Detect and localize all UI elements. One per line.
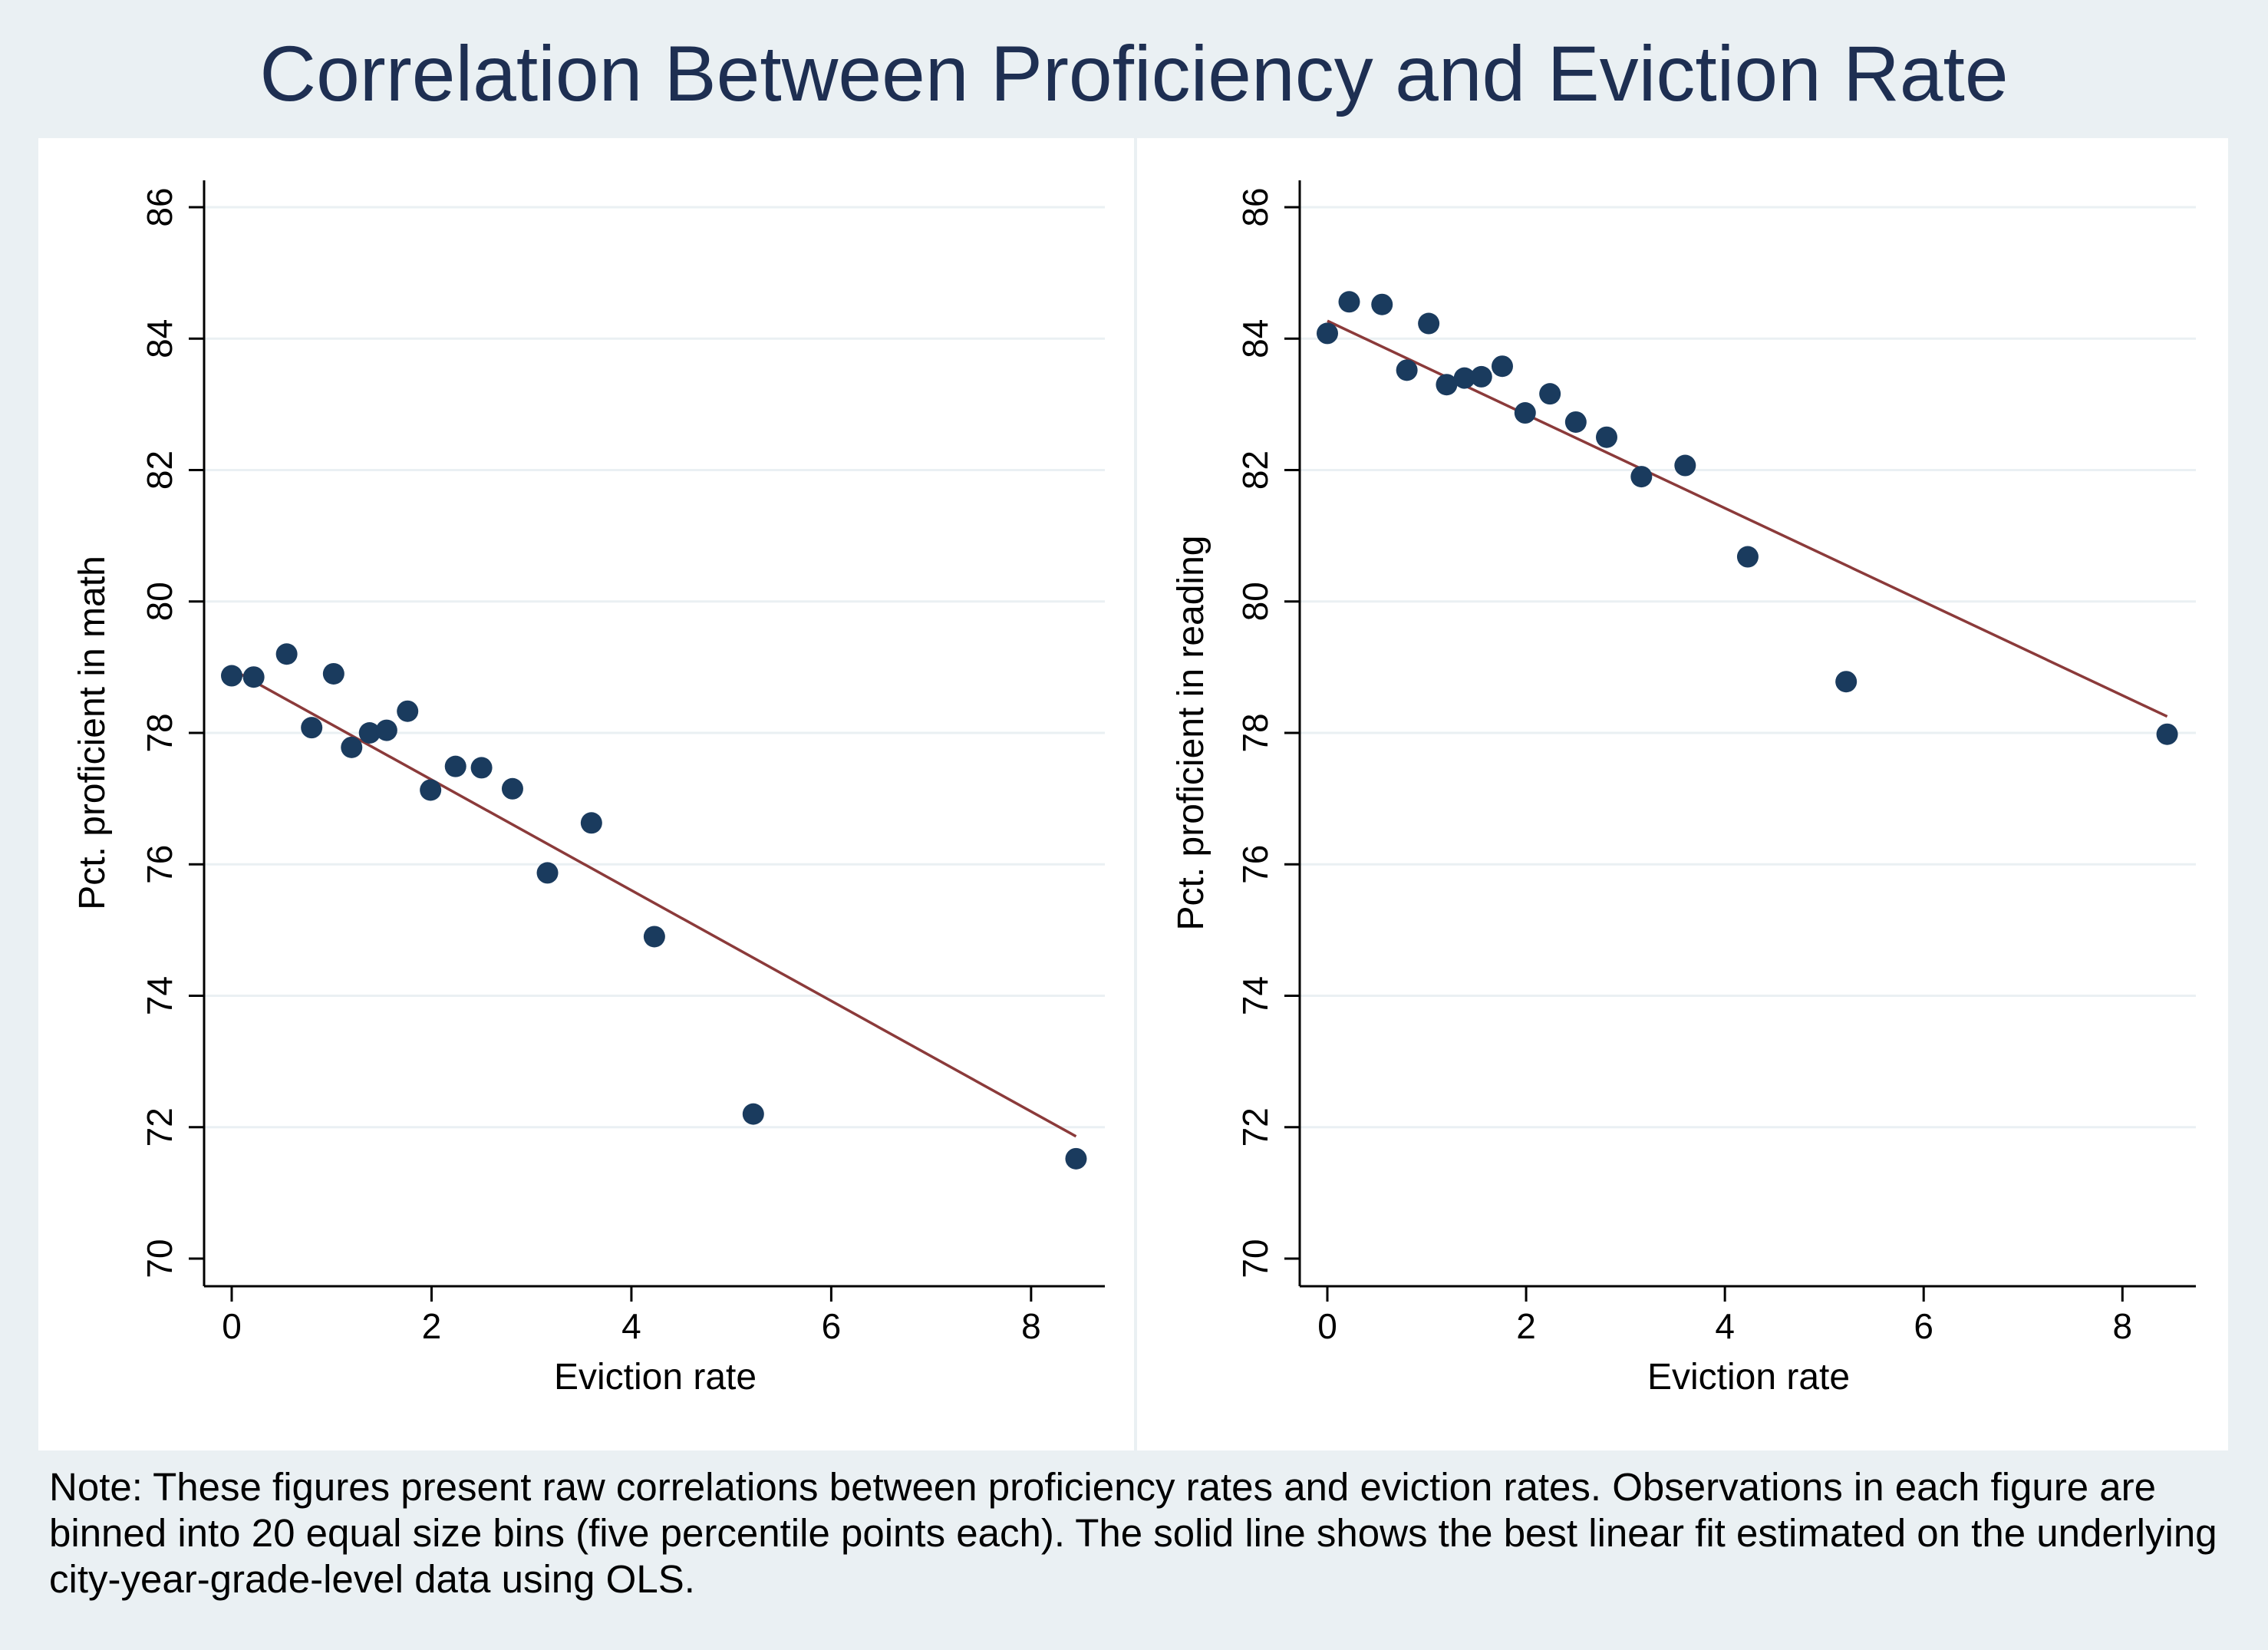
math-data-point <box>242 666 265 688</box>
reading-x-tick-label: 4 <box>1715 1306 1735 1346</box>
reading-data-point <box>1736 546 1759 568</box>
reading-panel: 70 72 74 76 78 80 82 84 86 0 2 4 6 8 Eviction rate Pct.… <box>1137 138 2228 1450</box>
reading-y-tick-label: 74 <box>1235 976 1275 1015</box>
reading-y-tick-label: 70 <box>1235 1239 1275 1278</box>
math-data-point <box>580 812 602 834</box>
chart-title: Correlation Between Proficiency and Evic… <box>259 30 2009 117</box>
reading-data-point <box>1396 359 1418 381</box>
math-data-point <box>275 643 298 665</box>
reading-y-tick-label: 80 <box>1235 582 1275 621</box>
math-fit-line <box>231 668 1077 1138</box>
math-panel: 70 72 74 76 78 80 82 84 86 0 2 4 6 8 Eviction rate Pct.… <box>38 138 1134 1450</box>
reading-y-tick-label: 84 <box>1235 319 1275 358</box>
reading-y-tick-label: 86 <box>1235 187 1275 226</box>
reading-x-tick-label: 2 <box>1516 1306 1536 1346</box>
math-x-tick-label: 6 <box>822 1306 842 1346</box>
math-y-tick-label: 78 <box>140 713 180 752</box>
math-data-point <box>341 736 363 758</box>
math-data-point <box>322 662 344 685</box>
reading-x-tick-label: 8 <box>2112 1306 2132 1346</box>
math-x-tick-label: 2 <box>422 1306 442 1346</box>
reading-y-tick-label: 72 <box>1235 1107 1275 1147</box>
reading-data-point <box>1371 293 1393 315</box>
reading-data-point <box>1630 466 1653 488</box>
math-x-tick-label: 8 <box>1021 1306 1041 1346</box>
reading-data-point <box>1470 365 1492 388</box>
math-scatter-plot: 70 72 74 76 78 80 82 84 86 0 2 4 6 8 Eviction rate Pct.… <box>72 180 1105 1398</box>
reading-data-point <box>1674 454 1696 477</box>
math-y-tick-label: 72 <box>140 1107 180 1147</box>
math-data-point <box>397 700 419 722</box>
math-data-point <box>742 1103 764 1125</box>
math-y-tick-label: 86 <box>140 187 180 226</box>
reading-x-axis-title: Eviction rate <box>1647 1357 1850 1398</box>
math-data-point <box>221 665 242 687</box>
figure-note: Note: These figures present raw correlat… <box>49 1465 2217 1601</box>
math-y-tick-label: 80 <box>140 582 180 621</box>
math-data-point <box>501 777 523 800</box>
math-data-point <box>643 926 665 948</box>
math-y-tick-label: 70 <box>140 1239 180 1278</box>
reading-y-tick-label: 76 <box>1235 845 1275 884</box>
math-data-point <box>420 779 442 801</box>
math-data-point <box>358 722 381 744</box>
reading-data-point <box>1835 671 1858 693</box>
reading-y-axis-title: Pct. proficient in reading <box>1171 536 1211 931</box>
reading-y-tick-label: 82 <box>1235 450 1275 490</box>
math-y-tick-label: 82 <box>140 450 180 490</box>
math-data-point <box>1065 1147 1087 1170</box>
reading-data-point <box>1453 367 1475 389</box>
math-x-tick-label: 0 <box>222 1306 242 1346</box>
reading-data-point <box>1564 411 1587 433</box>
reading-y-tick-label: 78 <box>1235 713 1275 752</box>
math-x-axis-title: Eviction rate <box>554 1357 757 1398</box>
math-data-point <box>536 862 559 884</box>
math-y-axis-title: Pct. proficient in math <box>72 556 113 910</box>
math-y-tick-label: 76 <box>140 845 180 884</box>
reading-data-point <box>1418 312 1440 335</box>
reading-x-tick-label: 6 <box>1914 1306 1933 1346</box>
reading-data-point <box>1491 355 1513 378</box>
math-data-point <box>444 755 466 777</box>
reading-data-point <box>1436 374 1458 396</box>
reading-data-point <box>1338 291 1360 313</box>
math-x-tick-label: 4 <box>621 1306 641 1346</box>
reading-data-point <box>1317 322 1338 345</box>
reading-data-point <box>1514 402 1536 424</box>
reading-data-point <box>1595 426 1617 448</box>
math-data-point <box>470 757 493 779</box>
reading-data-point <box>1539 383 1561 405</box>
math-y-tick-label: 74 <box>140 976 180 1015</box>
reading-x-tick-label: 0 <box>1317 1306 1337 1346</box>
math-data-point <box>301 717 323 739</box>
math-y-tick-label: 84 <box>140 319 180 358</box>
reading-scatter-plot: 70 72 74 76 78 80 82 84 86 0 2 4 6 8 Eviction rate Pct.… <box>1171 180 2196 1398</box>
reading-data-point <box>2156 723 2178 745</box>
math-data-point <box>375 719 397 741</box>
